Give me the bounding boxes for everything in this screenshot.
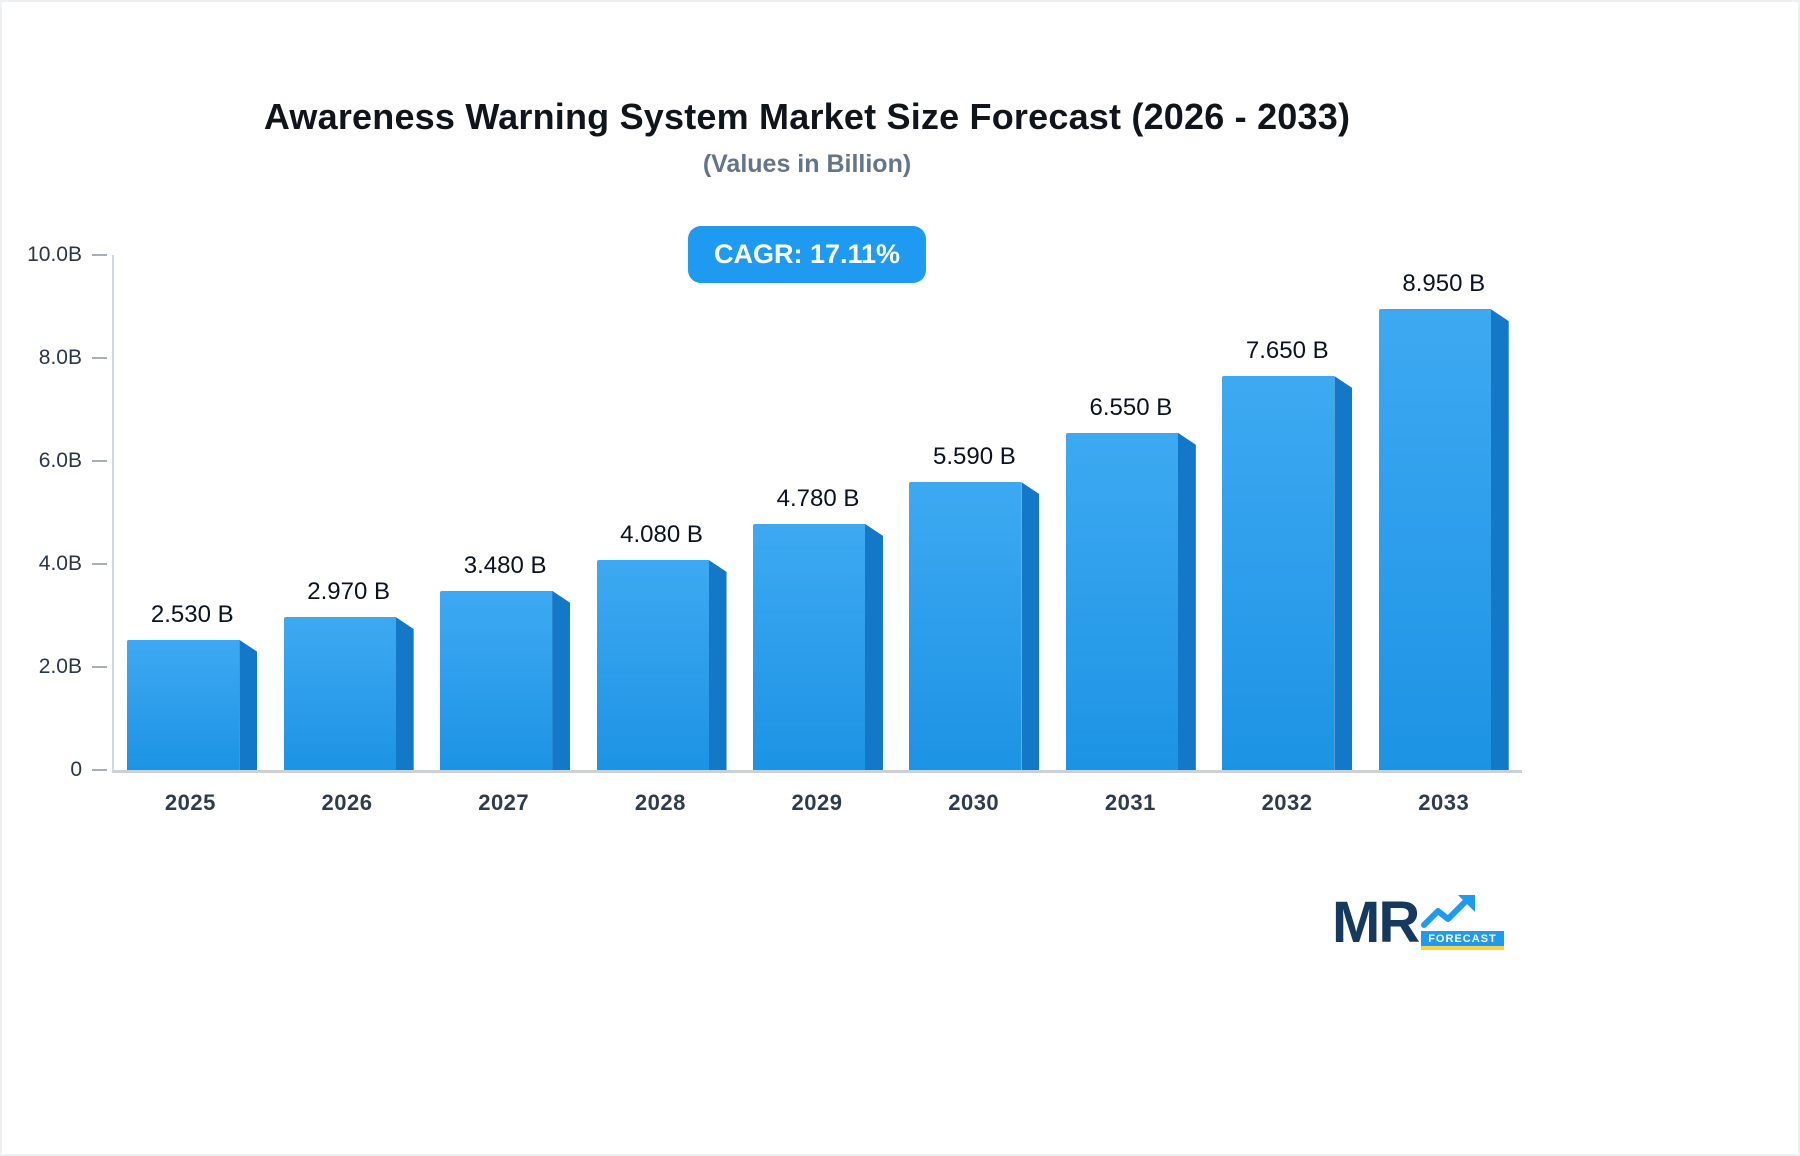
y-tick-label: 2.0B — [38, 655, 82, 678]
bar-side-3d — [1490, 309, 1509, 770]
bar-side-3d — [239, 639, 258, 770]
y-tick-mark — [92, 666, 107, 668]
x-axis-label: 2028 — [634, 790, 686, 815]
bar-2031: 6.550 B — [1065, 394, 1196, 770]
bar-face — [440, 590, 553, 770]
bar-group: 4.080 B — [583, 255, 739, 770]
trend-arrow-icon — [1421, 895, 1476, 928]
bar-value-label: 2.970 B — [307, 578, 391, 606]
bar-face — [752, 523, 865, 770]
bar-2030: 5.590 B — [909, 443, 1040, 770]
x-axis-label: 2032 — [1261, 790, 1313, 815]
bar-group: 7.650 B — [1209, 255, 1365, 770]
bar-side-3d — [1021, 482, 1040, 770]
bar-value-label: 4.080 B — [620, 520, 703, 548]
bar-value-label: 8.950 B — [1402, 270, 1486, 298]
cagr-badge: CAGR: 17.11% — [687, 226, 927, 283]
logo-right-block: FORECAST — [1421, 895, 1504, 950]
logo: MR FORECAST — [1332, 890, 1504, 955]
y-tick-label: 8.0B — [38, 346, 82, 369]
bar-2028: 4.080 B — [596, 521, 727, 770]
y-tick-mark — [92, 769, 107, 771]
y-tick-label: 0 — [70, 758, 82, 781]
chart-subtitle: (Values in Billion) — [702, 150, 912, 178]
bar-value-label: 5.590 B — [933, 443, 1016, 471]
bar-group: 3.480 B — [427, 255, 583, 770]
bar-group: 2.970 B — [270, 255, 426, 770]
bar-face — [909, 482, 1022, 770]
x-axis-label: 2031 — [1104, 790, 1156, 815]
bar-value-label: 3.480 B — [463, 551, 547, 579]
bar-value-label: 4.780 B — [776, 484, 860, 512]
bar-side-3d — [552, 590, 571, 770]
x-axis-labels: 2025 2026 2027 2028 2029 2030 2031 2032 2033 — [112, 790, 1522, 816]
y-tick-label: 10.0B — [27, 243, 82, 266]
y-tick-mark — [92, 254, 107, 256]
bar-value-label: 2.530 B — [150, 600, 234, 628]
bar-2026: 2.970 B — [283, 578, 414, 770]
y-tick-mark — [92, 563, 107, 565]
bar-side-3d — [395, 617, 414, 770]
plot-area: 2.530 B 2.970 B 3.480 B 4.080 B 4.780 B 5.590… — [27, 243, 1522, 781]
x-axis-label: 2027 — [478, 790, 530, 815]
x-axis-label: 2030 — [948, 790, 1000, 815]
logo-forecast-label: FORECAST — [1421, 931, 1504, 950]
bar-group: 6.550 B — [1053, 255, 1209, 770]
bar-side-3d — [864, 523, 883, 770]
bar-face — [1378, 309, 1491, 770]
bar-group: 2.530 B — [114, 255, 270, 770]
bar-face — [1222, 376, 1335, 770]
bar-side-3d — [1334, 376, 1353, 770]
bar-side-3d — [708, 559, 727, 770]
bar-group: 5.590 B — [896, 255, 1052, 770]
bar-value-label: 6.550 B — [1089, 393, 1173, 421]
bar-face — [596, 559, 709, 770]
y-tick-mark — [92, 357, 107, 359]
y-tick-label: 6.0B — [38, 449, 82, 472]
bar-2033: 8.950 B — [1378, 270, 1509, 770]
bar-2027: 3.480 B — [440, 552, 571, 770]
x-axis-label: 2025 — [164, 790, 216, 815]
x-axis-label: 2033 — [1418, 790, 1470, 815]
y-tick-mark — [92, 460, 107, 462]
bar-group: 8.950 B — [1366, 255, 1522, 770]
bar-side-3d — [1177, 432, 1196, 770]
x-axis-label: 2029 — [791, 790, 843, 815]
bar-group: 4.780 B — [740, 255, 896, 770]
bar-face — [127, 639, 240, 770]
chart-title: Awareness Warning System Market Size For… — [263, 96, 1351, 137]
x-axis-label: 2026 — [321, 790, 373, 815]
bar-2025: 2.530 B — [127, 601, 258, 770]
y-tick-label: 4.0B — [38, 552, 82, 575]
logo-text: MR — [1332, 890, 1420, 955]
bar-2032: 7.650 B — [1222, 337, 1353, 770]
bars-row: 2.530 B 2.970 B 3.480 B 4.080 B 4.780 B 5.590… — [114, 255, 1522, 770]
bar-2029: 4.780 B — [752, 485, 883, 770]
bar-face — [1065, 432, 1178, 770]
bar-face — [283, 617, 396, 770]
bar-value-label: 7.650 B — [1245, 337, 1329, 365]
